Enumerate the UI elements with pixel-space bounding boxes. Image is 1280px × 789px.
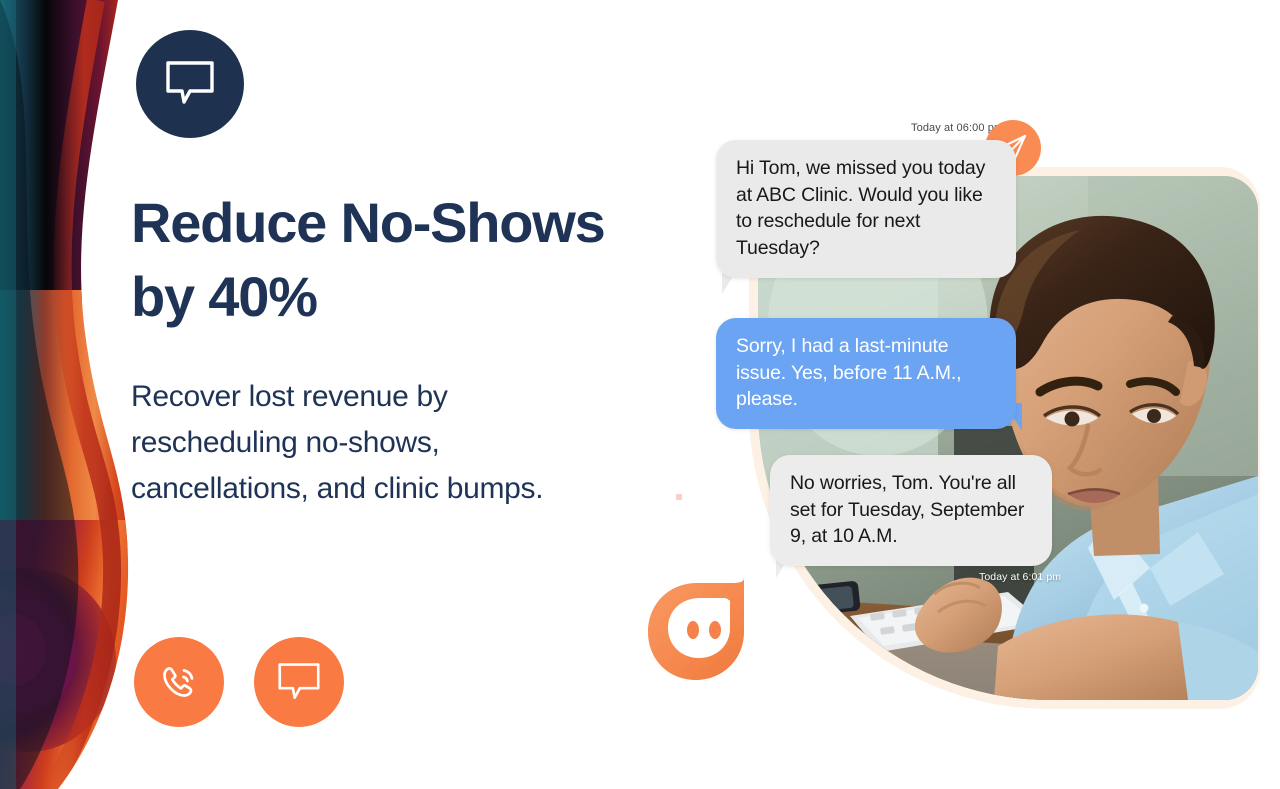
message-bubble: Sorry, I had a last-minute issue. Yes, b… [716,318,1016,430]
subhead-line-2: rescheduling no-shows, [131,426,440,460]
decorative-dot [676,494,682,500]
phone-call-icon [163,667,194,697]
chat-bubble-icon [166,61,214,104]
brand-logo-mark [644,570,752,685]
message-timestamp-top: Today at 06:00 pm [911,122,1004,134]
chat-bubble-icon [278,663,320,700]
call-button[interactable] [134,637,224,727]
page-subtitle: Recover lost revenue by rescheduling no-… [131,374,691,513]
headline-line-1: Reduce No-Shows [131,191,606,254]
message-bubble: Hi Tom, we missed you today at ABC Clini… [716,140,1016,278]
teardrop-face-logo [648,578,744,680]
subhead-line-3: cancellations, and clinic bumps. [131,472,544,506]
message-bubble: No worries, Tom. You're all set for Tues… [770,455,1052,567]
brand-badge [136,30,244,138]
subhead-line-1: Recover lost revenue by [131,380,448,413]
message-button[interactable] [254,637,344,727]
action-button-row [134,637,344,727]
headline-line-2: by 40% [131,264,318,328]
message-timestamp-bottom: Today at 6:01 pm [979,571,1062,583]
page-title: Reduce No-Shows by 40% [131,186,731,334]
